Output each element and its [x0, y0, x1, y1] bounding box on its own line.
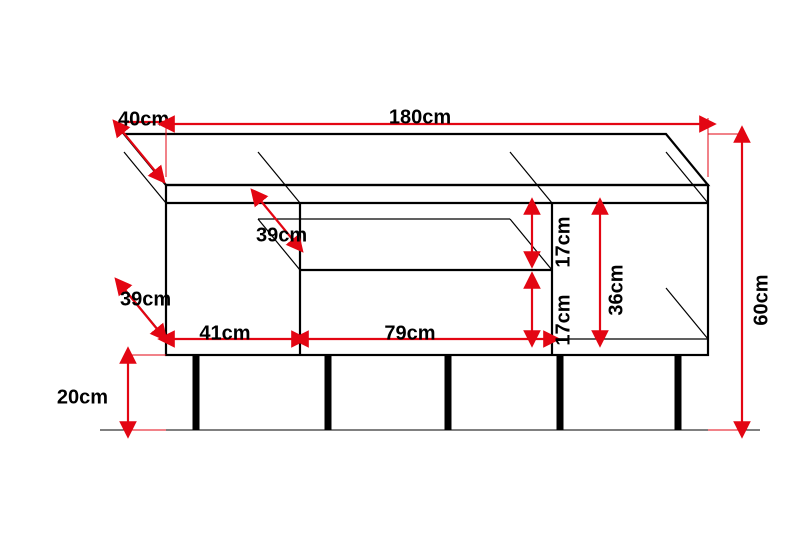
- dim-60cm-label: 60cm: [750, 274, 772, 325]
- dim-36cm-label: 36cm: [605, 264, 627, 315]
- dim-39cm-shelf-label: 39cm: [256, 224, 307, 246]
- dim-180cm-label: 180cm: [389, 106, 451, 128]
- dim-41cm-label: 41cm: [199, 322, 250, 344]
- top-surface: [124, 134, 708, 185]
- dim-39cm-left-label: 39cm: [120, 288, 171, 310]
- dim-20cm-label: 20cm: [57, 386, 108, 408]
- dim-40cm-label: 40cm: [118, 108, 169, 130]
- dim-17cm-top-label: 17cm: [552, 216, 574, 267]
- dim-17cm-bot-label: 17cm: [552, 294, 574, 345]
- dim-79cm-label: 79cm: [384, 322, 435, 344]
